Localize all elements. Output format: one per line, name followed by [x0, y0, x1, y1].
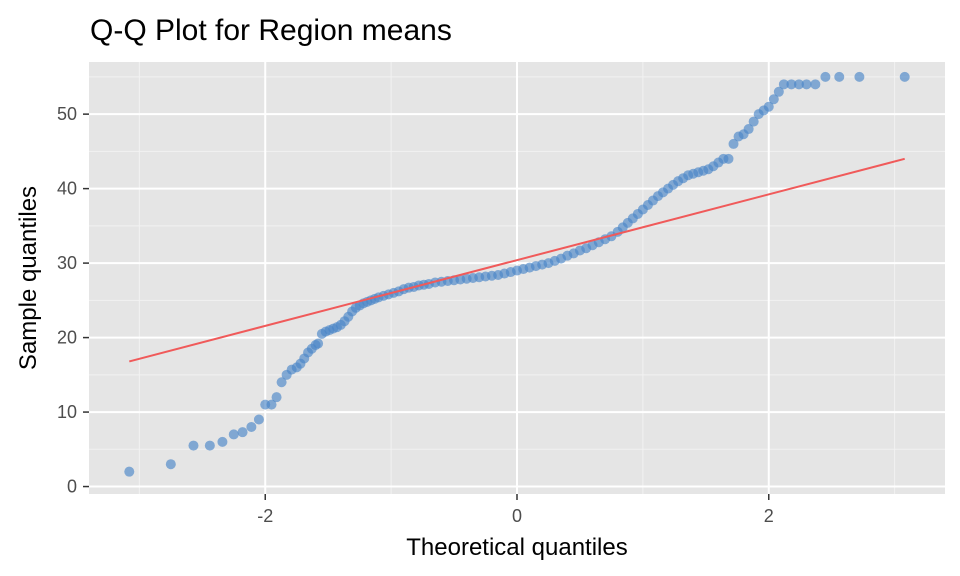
data-point	[820, 71, 831, 82]
data-point	[778, 79, 789, 90]
data-point	[810, 79, 821, 90]
data-point	[793, 79, 804, 90]
grid-major	[89, 62, 945, 494]
y-tick-label: 20	[57, 328, 77, 348]
data-point	[237, 427, 248, 438]
data-point	[728, 138, 739, 149]
data-point	[743, 124, 754, 135]
data-point	[246, 421, 257, 432]
y-tick-label: 50	[57, 104, 77, 124]
data-point	[801, 79, 812, 90]
data-point	[253, 414, 264, 425]
data-point	[188, 440, 199, 451]
chart-title: Q-Q Plot for Region means	[90, 14, 452, 47]
y-axis-ticks: 0 10 20 30 40 50	[57, 104, 89, 497]
reference-line	[129, 157, 905, 363]
sample-points	[124, 71, 910, 477]
data-point	[276, 377, 287, 388]
data-point	[124, 466, 135, 477]
data-point	[165, 459, 176, 470]
x-axis-ticks: -2 0 2	[257, 494, 774, 526]
data-point	[773, 86, 784, 97]
y-tick-label: 0	[67, 477, 77, 497]
x-tick-label: 2	[764, 506, 774, 526]
data-point	[271, 392, 282, 403]
x-axis-title: Theoretical quantiles	[406, 534, 627, 561]
data-point	[313, 338, 324, 349]
data-point	[266, 399, 277, 410]
data-point	[899, 71, 910, 82]
y-tick-label: 30	[57, 253, 77, 273]
data-point	[786, 79, 797, 90]
data-point	[763, 101, 774, 112]
y-tick-label: 10	[57, 402, 77, 422]
data-point	[204, 440, 215, 451]
data-point	[723, 153, 734, 164]
x-tick-label: 0	[512, 506, 522, 526]
y-tick-label: 40	[57, 179, 77, 199]
data-point	[768, 94, 779, 105]
data-point	[748, 116, 759, 127]
x-tick-label: -2	[257, 506, 273, 526]
data-point	[854, 71, 865, 82]
data-point	[217, 436, 228, 447]
data-point	[834, 71, 845, 82]
y-axis-title: Sample quantiles	[15, 186, 42, 370]
data-point	[228, 429, 239, 440]
